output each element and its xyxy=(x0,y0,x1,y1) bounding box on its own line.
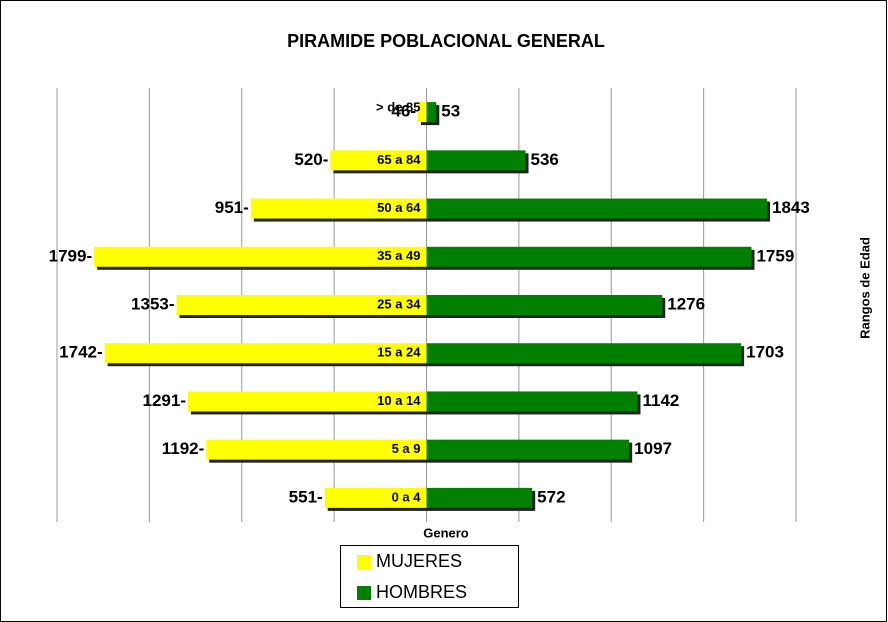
y-axis-title: Rangos de Edad xyxy=(857,237,872,339)
legend-label: HOMBRES xyxy=(376,582,467,602)
category-label: > de 85 xyxy=(376,100,420,115)
value-label: 520- xyxy=(294,150,328,169)
value-label: 572 xyxy=(537,487,565,506)
value-label: 1759 xyxy=(756,246,794,265)
value-label: 1799- xyxy=(49,246,92,265)
category-label: 5 a 9 xyxy=(392,441,421,456)
value-label: 1291- xyxy=(143,391,186,410)
bar xyxy=(418,102,427,123)
value-label: 1192- xyxy=(162,439,205,458)
bar xyxy=(426,439,630,460)
bar xyxy=(426,343,742,364)
bar xyxy=(330,150,427,171)
bar xyxy=(176,295,427,315)
bar xyxy=(206,439,427,460)
value-label: 1276 xyxy=(667,294,705,313)
bar xyxy=(104,343,427,364)
bar xyxy=(426,295,663,315)
category-label: 25 a 34 xyxy=(377,296,421,311)
legend-swatch xyxy=(357,555,371,569)
value-label: 551- xyxy=(289,487,323,506)
value-label: 53 xyxy=(441,102,460,121)
x-axis-title: Genero xyxy=(423,525,469,540)
legend-label: MUJERES xyxy=(376,551,462,571)
value-label: 1742- xyxy=(59,343,102,362)
value-label: 536 xyxy=(531,150,559,169)
bar xyxy=(426,391,638,412)
value-label: 1353- xyxy=(131,294,174,313)
value-label: 46- xyxy=(391,102,416,121)
category-label: 50 a 64 xyxy=(377,200,421,215)
category-label: 15 a 24 xyxy=(377,345,421,360)
bar xyxy=(426,150,526,171)
bar xyxy=(426,246,752,267)
value-label: 1843 xyxy=(772,198,810,217)
value-label: 1142 xyxy=(642,391,679,410)
legend-swatch xyxy=(357,586,371,600)
bar xyxy=(187,391,427,412)
bar xyxy=(324,487,427,508)
bar xyxy=(426,198,767,219)
category-label: 0 a 4 xyxy=(392,489,422,504)
category-label: 35 a 49 xyxy=(377,248,420,263)
category-label: 65 a 84 xyxy=(377,152,421,167)
bar xyxy=(426,102,437,123)
value-label: 1703 xyxy=(746,343,784,362)
bar xyxy=(426,487,533,508)
category-label: 10 a 14 xyxy=(377,393,421,408)
chart-title: PIRAMIDE POBLACIONAL GENERAL xyxy=(287,31,605,51)
value-label: 1097 xyxy=(634,439,672,458)
value-label: 951- xyxy=(215,198,249,217)
bar xyxy=(250,198,427,219)
bar xyxy=(94,246,427,267)
